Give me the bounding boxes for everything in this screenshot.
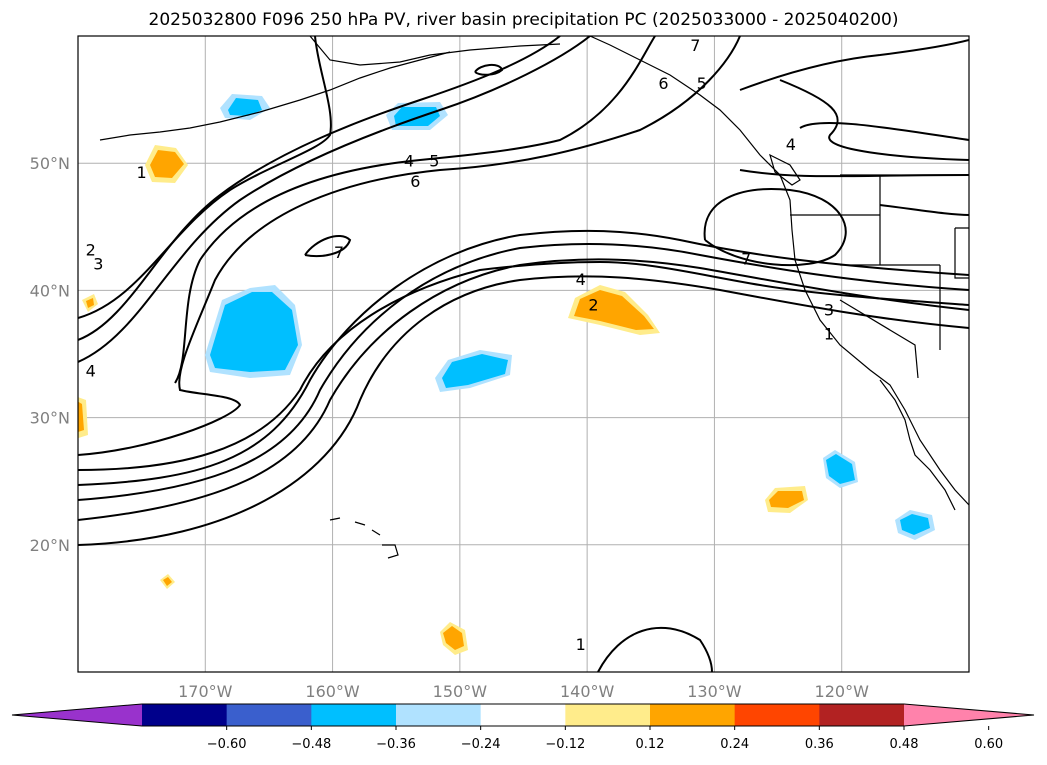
contour-label: 7 xyxy=(690,36,700,55)
colorbar-segment xyxy=(650,704,736,726)
contour-10-jet xyxy=(78,275,969,546)
contour-label: 2 xyxy=(588,295,598,314)
plot-frame xyxy=(77,35,970,673)
contour-label: 4 xyxy=(786,135,796,154)
contour-5-jet xyxy=(78,36,741,456)
colorbar-segment xyxy=(480,704,566,726)
colorbar-tick-label: 0.36 xyxy=(805,737,834,752)
colorbar-tick-label: 0.48 xyxy=(890,737,919,752)
contour-mid-ne xyxy=(879,204,969,216)
pv-contours xyxy=(78,36,969,672)
contour-label: 5 xyxy=(697,74,707,93)
colorbar-segment xyxy=(396,704,482,726)
contour-2 xyxy=(78,36,561,341)
contour-label: 7 xyxy=(334,243,344,262)
colorbar-tick-label: 0.12 xyxy=(636,737,665,752)
colorbar: −0.60 −0.48 −0.36 −0.24 −0.12 0.12 0.24 0.36 0.4… xyxy=(11,703,1035,752)
baja-coast xyxy=(879,379,956,511)
contour-label: 1 xyxy=(137,163,147,182)
colorbar-tick-label: −0.36 xyxy=(376,737,416,752)
hawaii xyxy=(329,517,399,559)
colorbar-segment xyxy=(142,704,228,726)
colorbar-segment xyxy=(819,704,905,726)
precip-anomaly-fill xyxy=(78,94,935,655)
colorbar-segment xyxy=(226,704,312,726)
alaska-coast xyxy=(309,36,561,66)
contour-label: 6 xyxy=(410,172,420,191)
contour-8-jet xyxy=(78,243,969,501)
contour-6-ne xyxy=(739,39,969,91)
lat-tick-label: 30°N xyxy=(30,409,70,428)
lon-tick-label: 130°W xyxy=(687,682,742,701)
colorbar-segment xyxy=(734,704,820,726)
gridlines xyxy=(78,36,969,672)
colorbar-segment xyxy=(311,704,397,726)
contour-label: 1 xyxy=(576,635,586,654)
contour-4-jet xyxy=(174,36,656,384)
colorbar-extend-max xyxy=(904,704,1034,726)
contour-label: 3 xyxy=(93,255,103,274)
contour-nw-small xyxy=(474,64,504,76)
colorbar-tick-label: 0.60 xyxy=(974,737,1003,752)
lon-tick-label: 120°W xyxy=(815,682,870,701)
contour-3 xyxy=(78,36,591,363)
contour-9-jet xyxy=(78,258,969,521)
lat-tick-label: 40°N xyxy=(30,281,70,300)
lon-tick-label: 150°W xyxy=(433,682,488,701)
lat-tick-label: 20°N xyxy=(30,536,70,555)
contour-5-ne xyxy=(779,79,969,161)
state-borders xyxy=(790,174,969,379)
contour-label: 2 xyxy=(86,241,96,260)
colorbar-tick-label: −0.24 xyxy=(461,737,501,752)
colorbar-tick-label: −0.12 xyxy=(545,737,585,752)
lat-tick-label: 50°N xyxy=(30,154,70,173)
colorbar-extend-min xyxy=(12,704,142,726)
colorbar-segment xyxy=(565,704,651,726)
contour-label: 4 xyxy=(576,270,586,289)
lon-tick-label: 140°W xyxy=(560,682,615,701)
contour-label: 7 xyxy=(741,250,751,269)
north-america-coast xyxy=(589,36,969,506)
contour-1-north xyxy=(78,36,332,319)
contour-1-south xyxy=(597,626,713,672)
contour-label: 4 xyxy=(86,362,96,381)
coastlines xyxy=(99,36,969,559)
colorbar-tick-label: −0.48 xyxy=(291,737,331,752)
vancouver-island xyxy=(769,153,801,186)
aleutians xyxy=(99,51,451,141)
contour-label: 5 xyxy=(429,152,439,171)
contour-7-jet xyxy=(78,229,969,486)
lon-tick-label: 160°W xyxy=(305,682,360,701)
map-title: 2025032800 F096 250 hPa PV, river basin … xyxy=(148,10,899,30)
contour-label: 3 xyxy=(824,300,834,319)
axis-tick-labels: 170°W 160°W 150°W 140°W 130°W 120°W 20°N 30°N 40… xyxy=(30,154,869,701)
contour-high-east xyxy=(703,188,847,267)
contour-4-ne xyxy=(799,121,969,141)
colorbar-tick-label: −0.60 xyxy=(207,737,247,752)
colorbar-outline xyxy=(11,703,1035,727)
lon-tick-label: 170°W xyxy=(178,682,233,701)
contour-label: 4 xyxy=(404,152,414,171)
contour-inner-7 xyxy=(304,235,352,258)
colorbar-tick-label: 0.24 xyxy=(720,737,749,752)
contour-label: 6 xyxy=(658,74,668,93)
contour-label: 1 xyxy=(824,325,834,344)
